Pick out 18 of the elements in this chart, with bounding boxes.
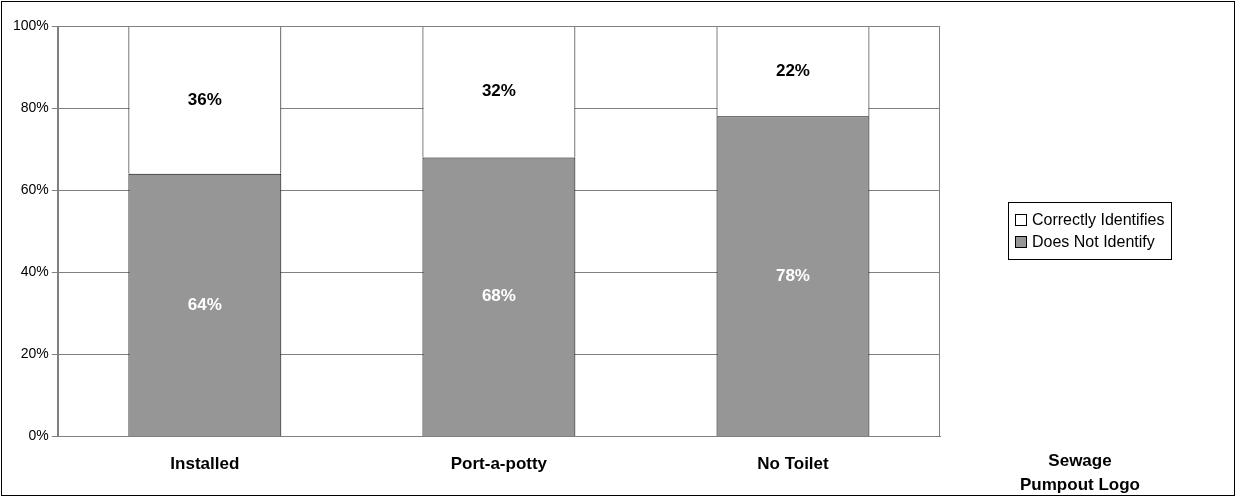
x-tick-label: Port-a-potty [450, 454, 548, 474]
data-label: 64% [187, 294, 222, 314]
y-tick-label: 60% [20, 181, 49, 198]
y-tick-label: 100% [12, 16, 49, 33]
x-tick-label: No Toilet [757, 454, 830, 474]
y-tick-label: 80% [20, 98, 49, 115]
y-tick-label: 40% [20, 263, 49, 280]
text: Sewage Pumpout Logo [1019, 449, 1141, 496]
data-label: 22% [775, 60, 810, 80]
data-label: 78% [775, 265, 810, 285]
x-tick-label: Installed [170, 454, 240, 474]
data-label: 32% [481, 81, 516, 101]
y-tick-label: 0% [28, 427, 49, 444]
y-tick-label: 20% [20, 345, 49, 362]
text: Correctly Identifies [1032, 211, 1165, 230]
data-label: 68% [481, 286, 516, 306]
legend-label: Does Not Identify [1032, 233, 1155, 252]
data-label: 36% [187, 89, 222, 109]
